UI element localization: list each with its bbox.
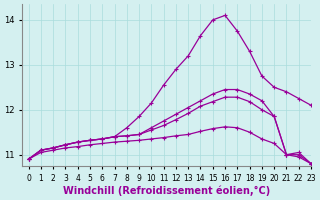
X-axis label: Windchill (Refroidissement éolien,°C): Windchill (Refroidissement éolien,°C) [63, 185, 270, 196]
